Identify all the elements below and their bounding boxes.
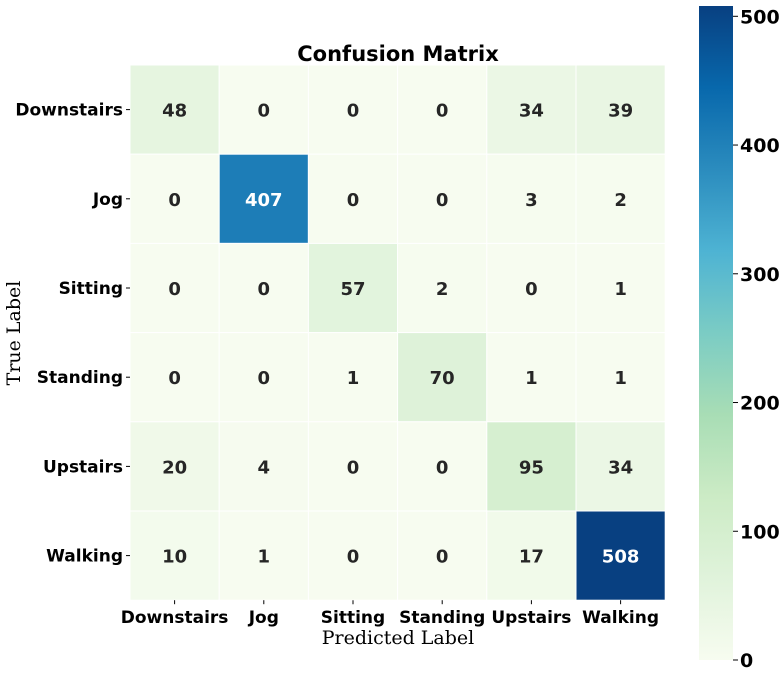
cell-value-label: 0 — [436, 457, 449, 478]
y-tick-label: Downstairs — [15, 101, 123, 121]
cell-value-label: 0 — [168, 279, 181, 300]
heatmap-cell — [307, 64, 399, 155]
heatmap-cell — [397, 242, 488, 334]
cell-value-label: 1 — [614, 368, 627, 389]
x-tick-label: Jog — [248, 608, 279, 628]
cell-value-label: 48 — [162, 101, 187, 122]
y-tick-label: Standing — [37, 368, 123, 388]
heatmap-cell — [397, 332, 488, 423]
cell-value-label: 0 — [525, 279, 538, 300]
colorbar-tick-label: 0 — [740, 650, 753, 672]
heatmap-cell — [486, 64, 577, 155]
heatmap-cell — [486, 421, 577, 512]
cell-value-label: 10 — [162, 547, 187, 568]
x-tick-labels: Downstairs Jog Sitting Standing Upstairs Walk… — [121, 600, 659, 628]
heatmap-cell — [218, 332, 309, 423]
cell-value-label: 2 — [436, 279, 449, 300]
colorbar-tick-label: 400 — [740, 135, 779, 157]
colorbar-tick-label: 200 — [740, 393, 779, 415]
cell-value-label: 0 — [436, 547, 449, 568]
colorbar — [699, 6, 733, 660]
cell-value-label: 4 — [258, 457, 271, 478]
cell-value-label: 70 — [430, 368, 455, 389]
x-tick-label: Sitting — [321, 608, 385, 628]
cell-value-label: 0 — [168, 368, 181, 389]
heatmap-cell — [307, 242, 399, 334]
colorbar-ticks: 0 100 200 300 400 500 — [733, 6, 779, 672]
cell-value-label: 0 — [258, 279, 271, 300]
cell-value-label: 407 — [245, 190, 283, 211]
x-tick-label: Upstairs — [491, 608, 571, 628]
cell-value-label: 2 — [614, 190, 627, 211]
x-tick-label: Standing — [399, 608, 485, 628]
heatmap-cell — [129, 510, 220, 601]
y-axis-label: True Label — [3, 281, 25, 386]
colorbar-tick-label: 500 — [740, 6, 779, 28]
heatmap-cell — [575, 332, 666, 423]
heatmap-cell — [575, 421, 666, 512]
heatmap-cell — [397, 64, 488, 155]
y-tick-label: Upstairs — [43, 457, 123, 477]
cell-value-label: 39 — [608, 101, 633, 122]
cell-value-label: 95 — [519, 457, 544, 478]
cell-value-label: 1 — [347, 368, 360, 389]
y-tick-labels: Downstairs Jog Sitting Standing Upstairs Walk… — [15, 101, 130, 567]
colorbar-tick-label: 100 — [740, 521, 779, 543]
cell-value-label: 0 — [258, 101, 271, 122]
cell-value-label: 0 — [258, 368, 271, 389]
cell-value-label: 1 — [525, 368, 538, 389]
heatmap-cell — [307, 421, 399, 512]
heatmap-cell — [129, 332, 220, 423]
heatmap-cell-labels: 48 0 0 0 34 390 407 0 0 3 20 0 57 2 0 10 0 1 70 1 120 4 0 0 95 34… — [162, 101, 639, 568]
heatmap-cell — [129, 64, 220, 155]
cell-value-label: 57 — [340, 279, 365, 300]
cell-value-label: 0 — [347, 547, 360, 568]
chart-title: Confusion Matrix — [297, 42, 499, 66]
cell-value-label: 0 — [436, 190, 449, 211]
heatmap-cell — [218, 242, 309, 334]
heatmap-cell — [575, 153, 666, 244]
heatmap-cells — [129, 64, 666, 601]
heatmap-cell — [129, 421, 220, 512]
cell-value-label: 34 — [608, 457, 633, 478]
cell-value-label: 1 — [258, 547, 271, 568]
cell-value-label: 1 — [614, 279, 627, 300]
colorbar-tick-label: 300 — [740, 264, 779, 286]
heatmap-cell — [397, 153, 488, 244]
x-tick-label: Downstairs — [121, 608, 229, 628]
heatmap-cell — [486, 510, 577, 601]
cell-value-label: 0 — [347, 101, 360, 122]
cell-value-label: 34 — [519, 101, 544, 122]
heatmap-cell — [575, 64, 666, 155]
cell-value-label: 0 — [168, 190, 181, 211]
heatmap-cell — [397, 421, 488, 512]
y-tick-label: Jog — [92, 190, 123, 210]
heatmap-cell — [575, 242, 666, 334]
heatmap-cell — [307, 332, 399, 423]
heatmap-cell — [575, 510, 666, 601]
y-tick-label: Sitting — [59, 279, 123, 299]
cell-value-label: 20 — [162, 457, 187, 478]
cell-value-label: 0 — [347, 457, 360, 478]
y-tick-label: Walking — [46, 547, 123, 567]
cell-value-label: 508 — [602, 547, 640, 568]
heatmap-cell — [486, 242, 577, 334]
heatmap-cell — [218, 64, 309, 155]
heatmap-cell — [218, 153, 309, 244]
heatmap-cell — [486, 332, 577, 423]
x-tick-label: Walking — [582, 608, 659, 628]
heatmap-cell — [129, 242, 220, 334]
cell-value-label: 0 — [436, 101, 449, 122]
cell-value-label: 3 — [525, 190, 538, 211]
cell-value-label: 0 — [347, 190, 360, 211]
cell-value-label: 17 — [519, 547, 544, 568]
x-axis-label: Predicted Label — [322, 627, 475, 649]
